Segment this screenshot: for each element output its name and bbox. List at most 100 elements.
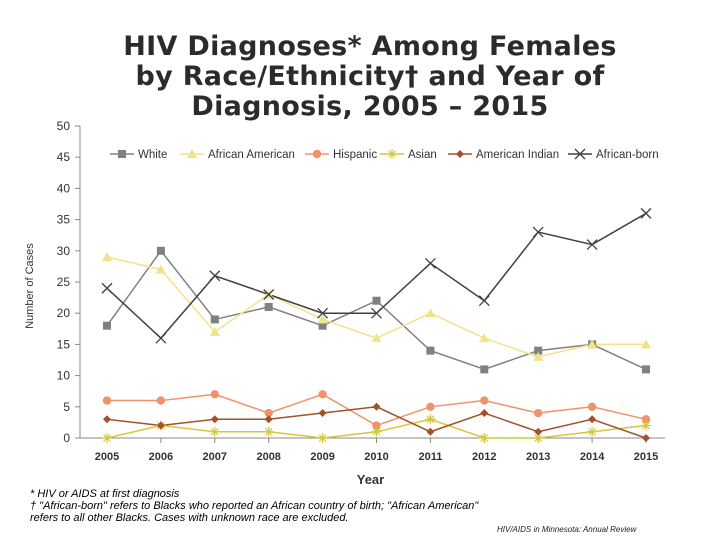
legend-label-african-born: African-born [596,149,659,161]
x-tick-label: 2013 [526,451,550,463]
data-point-african-american [155,264,166,274]
data-point-american-indian [642,434,650,442]
data-point-hispanic [587,402,597,411]
y-tick-label: 50 [57,119,71,133]
data-point-white [372,296,381,305]
legend-label-african-american: African American [208,149,295,161]
data-point-asian [371,426,382,437]
data-point-asian [263,426,274,437]
x-tick-label: 2012 [472,451,496,463]
x-tick-label: 2014 [580,451,605,463]
y-tick-label: 25 [57,275,71,289]
data-point-african-born [209,270,221,282]
data-point-hispanic [210,390,219,399]
data-point-african-born [371,307,382,319]
y-axis-label: Number of Cases [24,243,36,329]
data-point-white [210,315,219,324]
data-point-white [264,302,273,311]
data-point-hispanic [318,390,327,399]
data-point-asian [425,414,436,425]
data-point-hispanic [372,421,381,430]
chart-title: HIV Diagnoses* Among Females by Race/Eth… [60,32,680,122]
data-point-hispanic [156,396,166,405]
y-tick-label: 10 [57,369,71,383]
x-tick-label: 2007 [203,451,227,463]
data-point-african-american [533,351,544,361]
series-line-white [106,249,647,371]
data-point-asian [317,433,328,443]
data-point-african-born [317,307,329,319]
data-point-white [103,321,111,330]
legend-marker-hispanic [312,149,322,159]
y-tick-label: 15 [57,337,71,351]
legend-label-asian: Asian [408,149,437,161]
data-point-african-american [641,339,651,349]
series-line-african-born [106,212,647,340]
footnote-2: † "African-born" refers to Blacks who re… [30,500,479,512]
legend: White African American Hispanic Asian Americ… [110,148,659,161]
data-point-african-american [371,333,382,343]
data-point-african-american [479,333,490,343]
data-point-asian [533,433,544,443]
data-point-asian [641,420,651,431]
x-tick-label: 2011 [418,451,442,463]
data-point-white [156,246,165,255]
x-tick-label: 2008 [256,451,280,463]
data-point-asian [209,426,220,437]
data-point-white [480,365,489,374]
y-tick-label: 35 [57,213,71,227]
footnote-3: refers to all other Blacks. Cases with u… [30,512,349,524]
data-point-african-american [425,308,436,318]
data-point-african-born [155,332,167,344]
data-point-african-american [209,326,220,336]
footnotes: * HIV or AIDS at first diagnosis † "Afri… [30,488,550,524]
x-tick-label: 2010 [364,451,388,463]
data-point-african-american [587,339,598,349]
source-note: HIV/AIDS in Minnesota: Annual Review [497,525,637,534]
data-point-african-american [317,314,328,324]
data-point-hispanic [534,408,543,418]
data-point-african-born [532,226,544,238]
chart-axes: 0 5 10 15 20 25 30 35 40 45 50 2005 2006 2007 2008 2009… [24,119,665,487]
x-tick-label: 2006 [149,451,173,463]
data-point-african-born [478,295,490,307]
data-point-african-american [102,252,112,262]
data-point-american-indian [264,415,273,424]
data-point-african-born [586,239,598,251]
y-tick-label: 40 [57,181,71,195]
title-line-1: HIV Diagnoses* Among Females [123,31,617,62]
x-axis-label: Year [357,472,384,487]
data-point-hispanic [480,396,489,405]
legend-marker-african-american [187,149,197,158]
legend-marker-white [118,150,126,158]
data-point-american-indian [318,409,327,418]
legend-marker-african-born [574,148,586,160]
data-point-hispanic [264,408,273,418]
footnote-1: * HIV or AIDS at first diagnosis [30,488,180,500]
data-point-american-indian [480,409,489,418]
legend-label-hispanic: Hispanic [333,149,377,161]
data-point-american-indian [103,415,111,424]
x-tick-label: 2005 [95,451,119,463]
legend-marker-asian [387,149,397,159]
y-tick-label: 45 [57,150,71,164]
data-point-african-born [263,289,275,300]
data-point-american-indian [534,427,543,436]
legend-label-white: White [138,149,167,161]
title-line-3: Diagnosis, 2005 – 2015 [191,91,549,122]
data-point-hispanic [426,402,435,411]
data-point-asian [479,433,490,443]
x-tick-label: 2015 [634,451,658,463]
y-tick-label: 30 [57,244,71,258]
x-tick-label: 2009 [310,451,334,463]
data-point-asian [102,433,112,443]
data-point-african-born [101,282,113,294]
data-point-american-indian [210,415,219,424]
data-point-white [318,321,327,330]
series-markers [101,207,652,443]
legend-marker-american-indian [456,150,464,158]
legend-label-american-indian: American Indian [476,149,559,161]
data-point-white [642,365,650,374]
data-point-hispanic [641,415,651,424]
